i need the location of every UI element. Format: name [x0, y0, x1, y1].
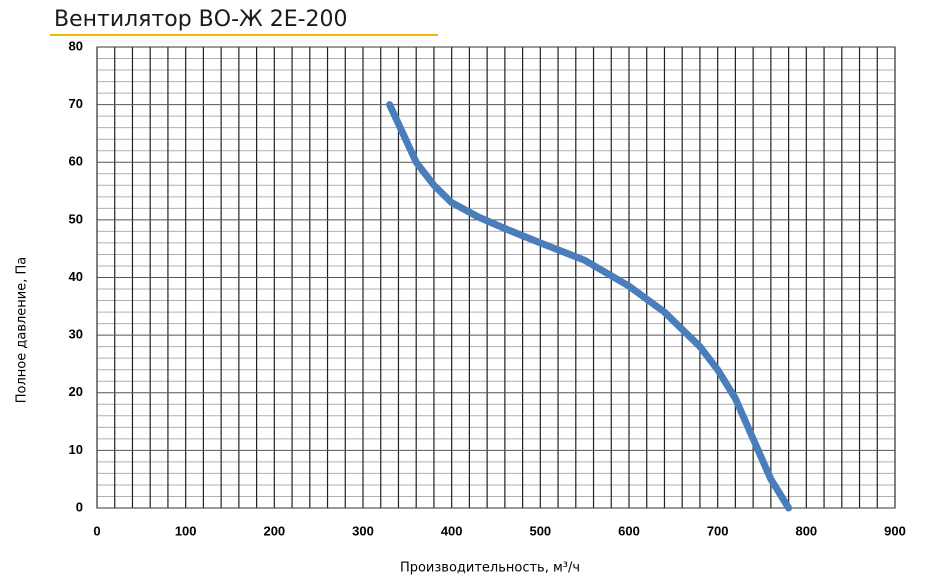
x-tick-label: 0	[93, 523, 100, 538]
x-tick-label: 600	[618, 523, 640, 538]
y-tick-label: 10	[69, 442, 83, 457]
x-tick-label: 100	[175, 523, 197, 538]
x-tick-label: 200	[263, 523, 285, 538]
y-tick-label: 0	[76, 499, 83, 514]
x-tick-label: 900	[884, 523, 906, 538]
y-tick-label: 60	[69, 154, 83, 169]
x-tick-label: 700	[707, 523, 729, 538]
y-tick-label: 50	[69, 211, 83, 226]
y-tick-label: 80	[69, 38, 83, 53]
x-tick-label: 300	[352, 523, 374, 538]
x-tick-label: 400	[441, 523, 463, 538]
chart-title: Вентилятор ВО-Ж 2Е-200	[54, 7, 348, 32]
plot-frame	[96, 46, 896, 509]
y-axis-title: Полное давление, Па	[15, 257, 30, 404]
y-tick-label: 20	[69, 384, 83, 399]
y-tick-label: 30	[69, 327, 83, 342]
x-tick-label: 800	[795, 523, 817, 538]
y-tick-label: 70	[69, 96, 83, 111]
data-line	[386, 101, 793, 512]
x-tick-label: 500	[529, 523, 551, 538]
y-tick-label: 40	[69, 269, 83, 284]
x-axis-title: Производительность, м³/ч	[400, 561, 580, 576]
